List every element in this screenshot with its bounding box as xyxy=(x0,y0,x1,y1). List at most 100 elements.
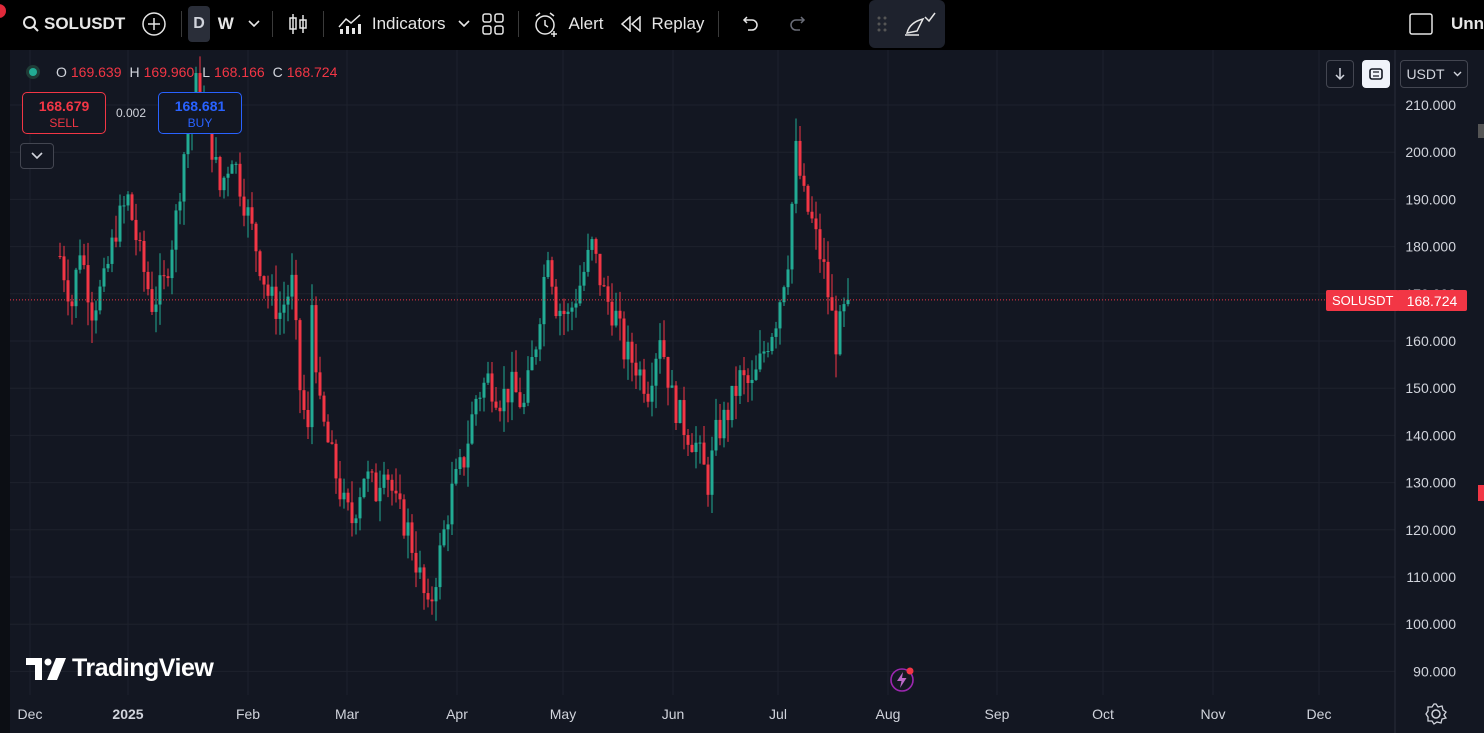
candle-body xyxy=(122,205,126,207)
candle-body xyxy=(806,185,810,212)
indicators-button[interactable]: Indicators xyxy=(330,6,454,42)
low-key: L xyxy=(202,64,211,80)
candle-body xyxy=(370,471,374,473)
candle-body xyxy=(102,268,106,287)
candle-body xyxy=(142,241,146,272)
candle-body xyxy=(506,388,510,403)
candle-body xyxy=(334,443,338,479)
candle-body xyxy=(534,349,538,358)
toolbar-divider xyxy=(271,11,273,37)
candle-body xyxy=(478,397,482,399)
candle-body xyxy=(394,490,398,494)
candle-body xyxy=(786,269,790,288)
candle-body xyxy=(366,471,370,479)
layout-menu[interactable]: Unn xyxy=(1401,6,1484,42)
chart-pane[interactable]: 210.000200.000190.000180.000170.000160.0… xyxy=(10,50,1474,733)
candle-body xyxy=(646,393,650,402)
candle-body xyxy=(498,407,502,412)
candle-body xyxy=(166,276,170,279)
left-panel-edge xyxy=(0,50,10,733)
candle-body xyxy=(282,304,286,313)
scroll-to-latest-button[interactable] xyxy=(1326,60,1354,88)
redo-icon xyxy=(789,16,809,32)
timeframe-weekly-button[interactable]: W xyxy=(217,14,234,33)
drag-handle-icon[interactable] xyxy=(877,15,887,33)
candlestick-chart[interactable]: 210.000200.000190.000180.000170.000160.0… xyxy=(10,50,1474,733)
candle-body xyxy=(538,324,542,350)
tradingview-logo[interactable]: TradingView xyxy=(26,654,214,683)
candle-body xyxy=(266,284,270,296)
price-tick-label: 90.000 xyxy=(1413,663,1456,679)
candle-body xyxy=(582,271,586,286)
rewind-icon xyxy=(620,16,642,32)
candle-body xyxy=(290,274,294,297)
candle-body xyxy=(546,260,550,277)
brush-check-icon[interactable] xyxy=(903,11,937,37)
candle-body xyxy=(318,372,322,396)
candle-body xyxy=(458,457,462,470)
replay-button[interactable]: Replay xyxy=(612,6,713,42)
buy-label: BUY xyxy=(187,116,213,130)
candle-body xyxy=(398,493,402,500)
candle-body xyxy=(842,304,846,312)
candle-body xyxy=(570,307,574,312)
candle-body xyxy=(578,285,582,304)
candle-body xyxy=(834,310,838,355)
auto-fit-button[interactable] xyxy=(1362,60,1390,88)
toolbar-divider xyxy=(517,11,519,37)
drawing-toolbar-toggle[interactable] xyxy=(869,0,946,48)
timeframe-dropdown[interactable] xyxy=(242,6,266,42)
indicators-dropdown[interactable] xyxy=(454,6,474,42)
last-price-tag: 168.724 xyxy=(1397,290,1467,311)
candle-body xyxy=(326,421,330,443)
timeframe-daily-button[interactable]: D xyxy=(188,6,210,42)
candle-body xyxy=(658,340,662,359)
candle-body xyxy=(322,395,326,422)
buy-button[interactable]: 168.681 BUY xyxy=(158,92,242,134)
candle-body xyxy=(590,239,594,250)
candle-body xyxy=(66,280,70,302)
candle-body xyxy=(762,351,766,354)
candle-body xyxy=(614,310,618,326)
candle-body xyxy=(634,362,638,376)
candle-body xyxy=(722,409,726,439)
candle-body xyxy=(562,310,566,314)
candle-body xyxy=(594,239,598,254)
price-tick-label: 210.000 xyxy=(1405,97,1456,113)
alert-button[interactable]: Alert xyxy=(525,6,612,42)
candle-body xyxy=(558,310,562,317)
market-status-icon[interactable] xyxy=(26,65,40,79)
candle-body xyxy=(602,285,606,287)
lightning-icon[interactable] xyxy=(889,667,915,693)
chart-type-button[interactable] xyxy=(279,6,317,42)
candle-body xyxy=(194,73,198,110)
close-value: 168.724 xyxy=(286,64,338,80)
currency-select[interactable]: USDT xyxy=(1400,60,1468,88)
gear-icon[interactable] xyxy=(1424,702,1448,726)
candle-body xyxy=(178,201,182,211)
candle-body xyxy=(294,274,298,321)
undo-button[interactable] xyxy=(731,6,767,42)
candle-body xyxy=(342,492,346,500)
templates-button[interactable] xyxy=(474,6,512,42)
candle-body xyxy=(414,552,418,573)
candle-body xyxy=(70,301,74,307)
side-marker xyxy=(1478,124,1484,138)
price-tick-label: 130.000 xyxy=(1405,475,1456,491)
collapse-legend-button[interactable] xyxy=(20,143,54,169)
time-axis[interactable]: Dec 2025 Feb Mar Apr May Jun Jul Aug Sep Oct Nov Dec xyxy=(18,706,1332,722)
time-tick-label: 2025 xyxy=(112,706,143,722)
price-axis[interactable]: 210.000200.000190.000180.000170.000160.0… xyxy=(1405,97,1456,679)
symbol-search[interactable]: SOLUSDT xyxy=(14,6,133,42)
candle-body xyxy=(742,370,746,376)
toolbar-divider xyxy=(322,11,324,37)
sell-button[interactable]: 168.679 SELL xyxy=(22,92,106,134)
candle-body xyxy=(674,385,678,423)
candle-body xyxy=(406,522,410,536)
time-tick-label: Aug xyxy=(876,706,901,722)
redo-button[interactable] xyxy=(781,6,817,42)
candle-body xyxy=(274,286,278,319)
candle-body xyxy=(626,341,630,360)
compare-symbol-button[interactable] xyxy=(133,6,175,42)
tv-logo-icon xyxy=(26,657,66,680)
